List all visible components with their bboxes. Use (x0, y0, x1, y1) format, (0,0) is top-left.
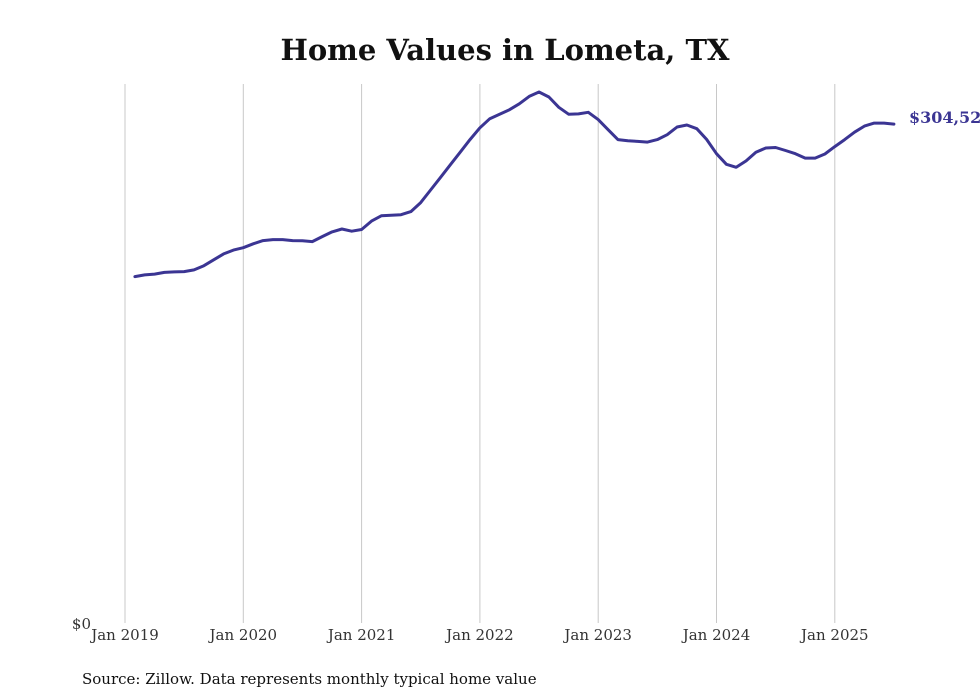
chart-title: Home Values in Lometa, TX (280, 33, 730, 67)
x-tick-label-4: Jan 2023 (562, 626, 632, 644)
x-tick-label-5: Jan 2024 (681, 626, 751, 644)
source-note: Source: Zillow. Data represents monthly … (82, 670, 537, 688)
x-tick-label-2: Jan 2021 (326, 626, 396, 644)
x-tick-label-3: Jan 2022 (444, 626, 514, 644)
x-axis-ticks: Jan 2019 Jan 2020 Jan 2021 Jan 2022 Jan 2023… (89, 626, 868, 644)
x-tick-label-6: Jan 2025 (799, 626, 869, 644)
x-tick-label-1: Jan 2020 (208, 626, 278, 644)
gridlines (124, 84, 836, 623)
x-tick-label-0: Jan 2019 (89, 626, 159, 644)
y-tick-label-0: $0 (72, 615, 91, 633)
end-value-label: $304,522 (909, 108, 980, 127)
y-axis-ticks: $0 (72, 615, 91, 633)
series-line (133, 90, 896, 279)
